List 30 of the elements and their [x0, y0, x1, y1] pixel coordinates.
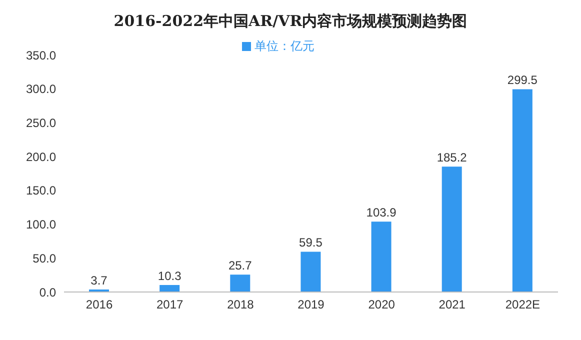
data-label: 299.5	[507, 73, 538, 88]
bar	[300, 252, 321, 292]
y-tick-label: 150.0	[26, 184, 56, 198]
data-label: 103.9	[366, 206, 397, 220]
chart-title: 2016-2022年中国AR/VR内容市场规模预测趋势图	[112, 11, 468, 32]
x-tick-label: 2018	[227, 298, 254, 312]
bar	[442, 166, 462, 292]
y-tick-label: 300.0	[26, 82, 56, 96]
y-tick-label: 250.0	[26, 116, 56, 130]
data-label: 10.3	[158, 269, 182, 284]
data-label: 25.7	[228, 258, 252, 273]
y-tick-label: 50.0	[32, 251, 56, 266]
legend-label: 单位：亿元	[254, 39, 314, 53]
x-tick-label: 2022E	[505, 298, 540, 312]
x-tick-label: 2021	[438, 298, 466, 312]
y-tick-label: 0.0	[39, 285, 56, 300]
bar	[160, 285, 180, 292]
x-tick-label: 2016	[86, 298, 113, 312]
data-label: 3.7	[90, 273, 108, 288]
y-tick-label: 100.0	[26, 218, 56, 232]
bar	[512, 89, 532, 292]
y-tick-label: 200.0	[26, 150, 56, 164]
x-tick-label: 2017	[156, 298, 184, 312]
data-label: 185.2	[436, 150, 468, 165]
x-tick-label: 2020	[368, 298, 396, 312]
x-tick-label: 2019	[298, 298, 325, 312]
bar	[371, 222, 392, 292]
bar	[230, 274, 250, 292]
y-tick-label: 350.0	[26, 48, 56, 62]
data-label: 59.5	[299, 236, 323, 250]
